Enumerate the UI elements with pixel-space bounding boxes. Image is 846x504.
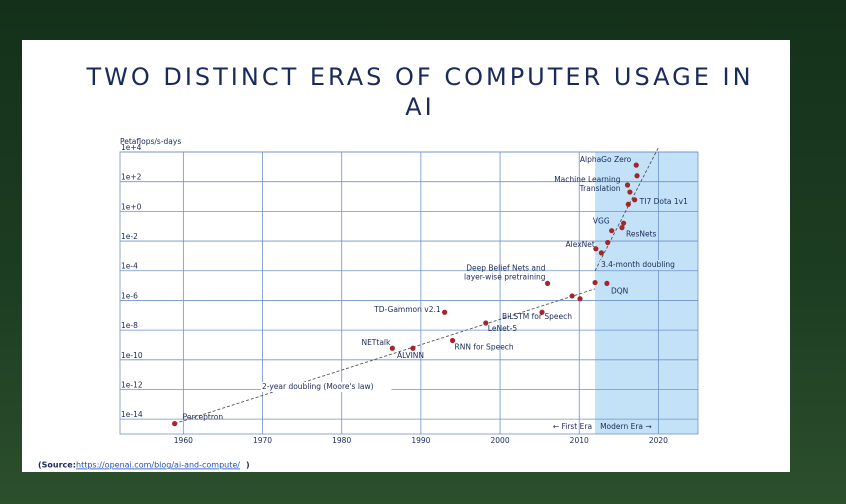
data-point (632, 197, 638, 203)
data-point (625, 201, 631, 207)
data-point (619, 225, 625, 231)
point-label: RNN for Speech (455, 342, 514, 351)
x-tick-label: 1970 (253, 436, 272, 445)
data-point (624, 182, 631, 188)
x-tick-label: 2020 (649, 436, 668, 445)
x-tick-label: 1990 (411, 436, 430, 445)
data-point (410, 345, 416, 351)
data-point (633, 162, 639, 168)
source-suffix: ) (246, 461, 250, 470)
y-tick-label: 1e-6 (121, 291, 138, 300)
point-label: layer-wise pretraining (464, 272, 546, 281)
data-point (449, 337, 456, 344)
data-point (442, 309, 448, 315)
trend-line (594, 147, 659, 271)
x-tick-label: 2010 (570, 436, 589, 445)
data-point (620, 220, 627, 226)
y-tick-label: 1e-4 (121, 262, 138, 271)
y-tick-label: 1e+2 (121, 173, 142, 182)
trend-label-bg (261, 382, 392, 392)
data-point (483, 320, 489, 326)
trend-label: 3.4-month doubling (601, 260, 675, 269)
point-label: LeNet-5 (488, 324, 518, 333)
data-point (605, 239, 611, 246)
point-label: TI7 Dota 1v1 (639, 197, 688, 206)
y-tick-label: 1e-8 (121, 321, 138, 330)
data-point (544, 280, 551, 287)
x-tick-label: 1980 (332, 436, 351, 445)
point-label: Perceptron (183, 413, 224, 422)
point-label: NETtalk (361, 338, 391, 347)
y-tick-label: 1e-2 (121, 232, 138, 241)
data-point (634, 173, 640, 179)
y-tick-label: 1e+0 (121, 202, 142, 211)
title: TWO DISTINCT ERAS OF COMPUTER USAGE IN A… (86, 63, 754, 121)
point-label: VGG (593, 217, 610, 226)
data-point (609, 228, 615, 234)
modern-era-shade (595, 152, 698, 434)
y-tick-label: 1e-10 (121, 351, 143, 360)
era-label: Modern Era → (600, 422, 652, 431)
y-tick-label: 1e+4 (121, 143, 142, 152)
point-label: ResNets (626, 230, 657, 239)
data-point (593, 246, 599, 252)
data-point (577, 296, 583, 302)
data-point (592, 279, 598, 286)
trend-line (174, 288, 596, 425)
data-point (569, 293, 575, 299)
trend-label-bg (600, 260, 681, 270)
era-label: ← First Era (553, 422, 592, 431)
source-link[interactable]: https://openai.com/blog/ai-and-compute/ (76, 461, 240, 470)
source-prefix: (Source: (38, 461, 76, 470)
point-label: BiLSTM for Speech (502, 312, 572, 321)
point-label: Machine Learning (554, 175, 621, 184)
data-point (389, 345, 395, 351)
point-label: AlphaGo Zero (580, 155, 632, 164)
x-tick-label: 1960 (174, 436, 193, 445)
x-tick-label: 2000 (491, 436, 510, 445)
data-point (539, 309, 545, 315)
point-label: Translation (579, 184, 621, 193)
point-label: TD-Gammon v2.1 (373, 305, 441, 314)
point-label: ALVINN (397, 351, 424, 360)
trend-label: 2-year doubling (Moore's law) (262, 382, 374, 391)
point-label: AlexNet (566, 240, 595, 249)
point-label: DQN (611, 286, 628, 295)
y-axis-label: Petaflops/s-days (120, 137, 181, 146)
data-point (172, 421, 178, 427)
point-label: Deep Belief Nets and (466, 263, 546, 272)
data-point (604, 280, 610, 287)
y-tick-label: 1e-14 (121, 410, 143, 419)
data-point (598, 250, 605, 256)
y-tick-label: 1e-12 (121, 380, 143, 389)
data-point (627, 189, 633, 195)
